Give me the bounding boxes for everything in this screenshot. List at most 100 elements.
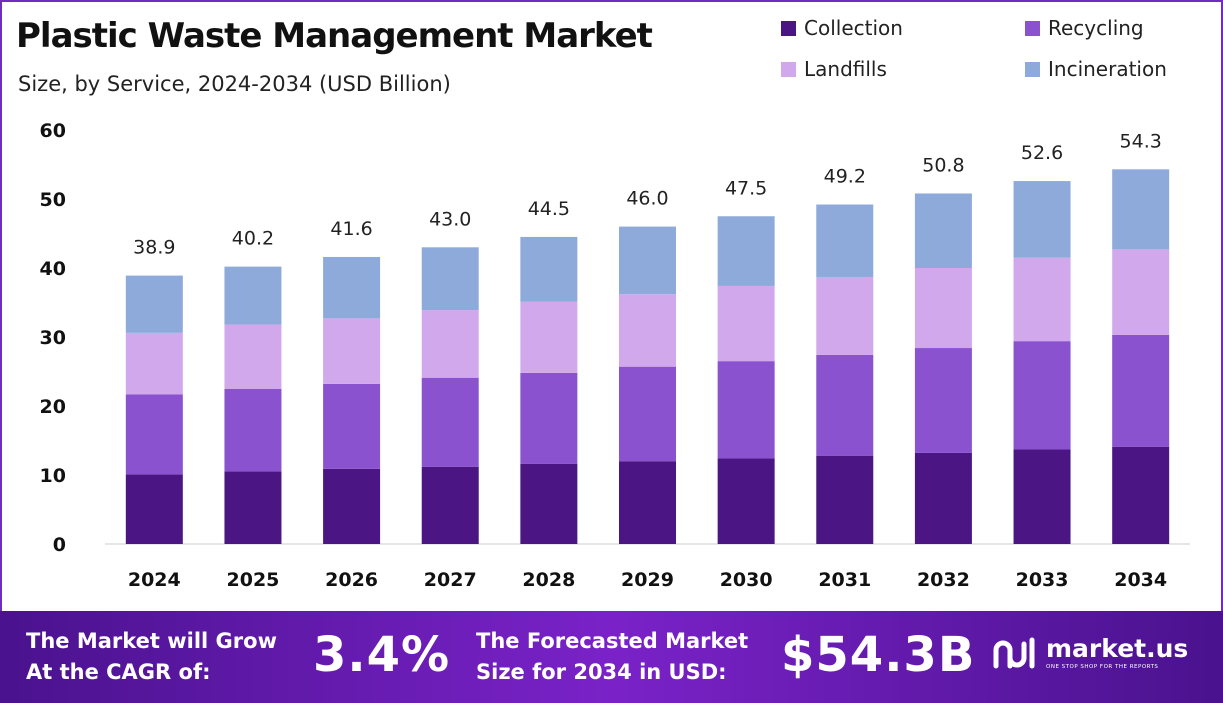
bar-total-label: 47.5 [725, 177, 767, 199]
bar-segment-landfills [421, 310, 479, 378]
bar-total-label: 40.2 [232, 228, 274, 250]
x-tick-label: 2034 [1114, 569, 1167, 591]
x-tick-label: 2032 [917, 569, 970, 591]
legend-item-recycling: Recycling [1025, 14, 1144, 42]
cagr-label-line1: The Market will Grow [26, 629, 277, 653]
bar-segment-recycling [619, 366, 676, 462]
bar-segment-recycling [1112, 334, 1170, 447]
bar-segment-landfills [717, 285, 775, 362]
bar-total-label: 38.9 [133, 237, 175, 259]
bar-segment-collection [619, 461, 676, 544]
footer-banner: The Market will Grow At the CAGR of: 3.4… [0, 611, 1223, 703]
y-tick-label: 0 [53, 534, 66, 556]
bar-segment-collection [1013, 449, 1071, 544]
bar-segment-incineration [520, 236, 578, 302]
bar-segment-incineration [816, 204, 874, 277]
y-tick-label: 30 [40, 327, 66, 349]
forecast-label: The Forecasted Market Size for 2034 in U… [476, 626, 748, 688]
bar-segment-incineration [323, 256, 381, 319]
bar-segment-landfills [1013, 257, 1071, 342]
y-tick-label: 60 [40, 120, 66, 142]
bar-segment-collection [323, 468, 381, 544]
bar-segment-recycling [816, 354, 874, 456]
y-tick-label: 40 [40, 258, 66, 280]
bar-segment-recycling [224, 388, 282, 472]
forecast-label-line1: The Forecasted Market [476, 629, 749, 653]
bar-segment-recycling [914, 348, 972, 453]
x-tick-label: 2025 [227, 569, 280, 591]
bar-segment-recycling [323, 383, 381, 469]
legend-item-incineration: Incineration [1025, 55, 1167, 83]
brand-text: market.us ONE STOP SHOP FOR THE REPORTS [1046, 634, 1189, 671]
chart-title: Plastic Waste Management Market [16, 16, 653, 56]
bar-segment-incineration [125, 275, 183, 333]
bar-segment-incineration [717, 216, 775, 286]
legend-swatch-incineration [1025, 61, 1040, 77]
bar-segment-collection [1112, 446, 1170, 544]
cagr-label: The Market will Grow At the CAGR of: [26, 626, 277, 688]
legend-swatch-collection [781, 20, 796, 36]
legend-item-collection: Collection [781, 14, 903, 42]
bar-segment-recycling [717, 361, 775, 459]
y-tick-label: 10 [40, 465, 66, 487]
bar-segment-landfills [1112, 249, 1170, 335]
bar-segment-landfills [816, 276, 874, 355]
x-tick-label: 2031 [818, 569, 871, 591]
chart-subtitle: Size, by Service, 2024-2034 (USD Billion… [18, 72, 451, 96]
x-tick-label: 2033 [1016, 569, 1069, 591]
bar-total-label: 46.0 [626, 188, 668, 210]
bar-total-label: 50.8 [922, 154, 964, 176]
legend-label-collection: Collection [804, 16, 903, 40]
bar-segment-collection [717, 458, 775, 544]
bar-segment-recycling [520, 372, 578, 464]
bar-total-label: 49.2 [824, 166, 866, 188]
legend-swatch-recycling [1025, 20, 1040, 36]
bar-segment-collection [224, 471, 282, 544]
x-tick-label: 2030 [720, 569, 773, 591]
bar-segment-collection [520, 463, 578, 544]
bar-segment-incineration [421, 247, 479, 311]
bar-segment-collection [421, 466, 479, 544]
bar-segment-incineration [224, 266, 282, 325]
bar-segment-landfills [520, 301, 578, 373]
stacked-bar-chart: 010203040506038.9202440.2202541.6202643.… [40, 120, 1190, 591]
bar-total-label: 41.6 [330, 218, 372, 240]
bar-segment-landfills [619, 294, 676, 367]
bar-segment-incineration [914, 193, 972, 268]
bar-segment-recycling [125, 394, 183, 475]
bar-segment-recycling [421, 377, 479, 467]
brand-name: market.us [1046, 634, 1189, 663]
legend-swatch-landfills [781, 61, 796, 77]
x-tick-label: 2026 [325, 569, 378, 591]
bar-segment-landfills [224, 324, 282, 389]
bar-total-label: 44.5 [528, 198, 570, 220]
x-tick-label: 2029 [621, 569, 674, 591]
forecast-value: $54.3B [781, 627, 976, 683]
x-tick-label: 2027 [424, 569, 477, 591]
cagr-value: 3.4% [313, 627, 451, 683]
legend-label-incineration: Incineration [1048, 57, 1167, 81]
brand-tagline: ONE STOP SHOP FOR THE REPORTS [1046, 664, 1159, 670]
bar-segment-collection [914, 452, 972, 544]
legend-label-recycling: Recycling [1048, 16, 1144, 40]
bar-total-label: 54.3 [1120, 130, 1162, 152]
bar-segment-incineration [1112, 169, 1170, 250]
y-tick-label: 20 [40, 396, 66, 418]
y-tick-label: 50 [40, 189, 66, 211]
bar-segment-landfills [323, 318, 381, 384]
market-us-logo-icon [993, 637, 1035, 669]
bar-segment-landfills [125, 332, 183, 395]
bar-segment-collection [125, 474, 183, 544]
forecast-label-line2: Size for 2034 in USD: [476, 660, 727, 684]
brand-logo[interactable]: market.us ONE STOP SHOP FOR THE REPORTS [992, 636, 1188, 670]
bar-segment-collection [816, 455, 874, 544]
bar-segment-incineration [1013, 181, 1071, 258]
bar-total-label: 52.6 [1021, 142, 1063, 164]
legend-label-landfills: Landfills [804, 57, 887, 81]
legend-item-landfills: Landfills [781, 55, 887, 83]
cagr-label-line2: At the CAGR of: [26, 660, 211, 684]
bar-total-label: 43.0 [429, 208, 471, 230]
bar-segment-landfills [914, 268, 972, 349]
x-tick-label: 2028 [522, 569, 575, 591]
bar-segment-recycling [1013, 341, 1071, 450]
